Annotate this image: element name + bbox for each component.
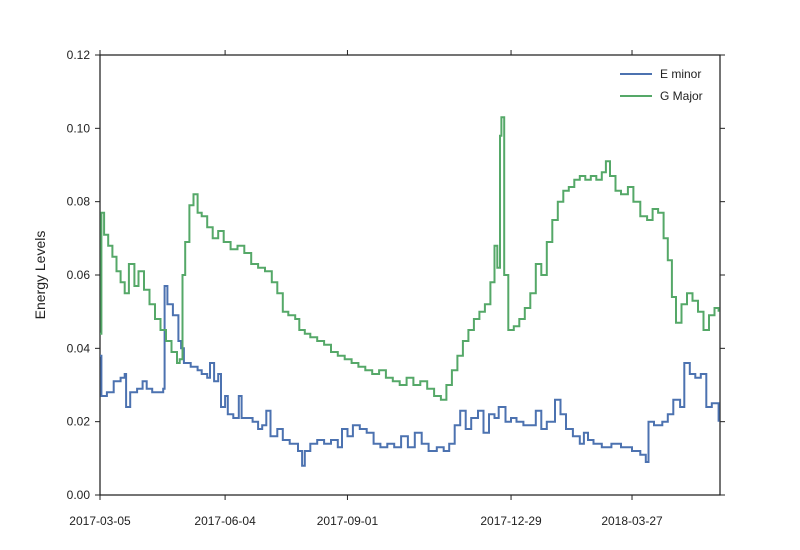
y-tick-label: 0.04	[67, 341, 91, 355]
legend-label: E minor	[660, 67, 701, 81]
y-tick-label: 0.12	[67, 48, 91, 62]
y-axis-title: Energy Levels	[32, 231, 48, 320]
y-tick-label: 0.06	[67, 268, 91, 282]
x-tick-label: 2018-03-27	[601, 514, 663, 528]
x-axis: 2017-03-05 2017-06-04 2017-09-01 2017-12-29…	[69, 50, 663, 528]
legend: E minor G Major	[620, 67, 703, 103]
y-tick-label: 0.00	[67, 488, 91, 502]
y-axis: 0.00 0.02 0.04 0.06 0.08 0.10 0.12	[67, 48, 725, 502]
series-line-g-major	[100, 116, 720, 401]
y-tick-label: 0.10	[67, 121, 91, 135]
series-layer	[100, 116, 720, 467]
x-tick-label: 2017-12-29	[480, 514, 542, 528]
x-tick-label: 2017-09-01	[317, 514, 379, 528]
legend-label: G Major	[660, 89, 703, 103]
series-line-e-minor	[100, 285, 720, 467]
y-tick-label: 0.02	[67, 415, 91, 429]
x-tick-label: 2017-06-04	[194, 514, 256, 528]
plot-frame	[99, 54, 721, 496]
y-tick-label: 0.08	[67, 195, 91, 209]
x-tick-label: 2017-03-05	[69, 514, 131, 528]
